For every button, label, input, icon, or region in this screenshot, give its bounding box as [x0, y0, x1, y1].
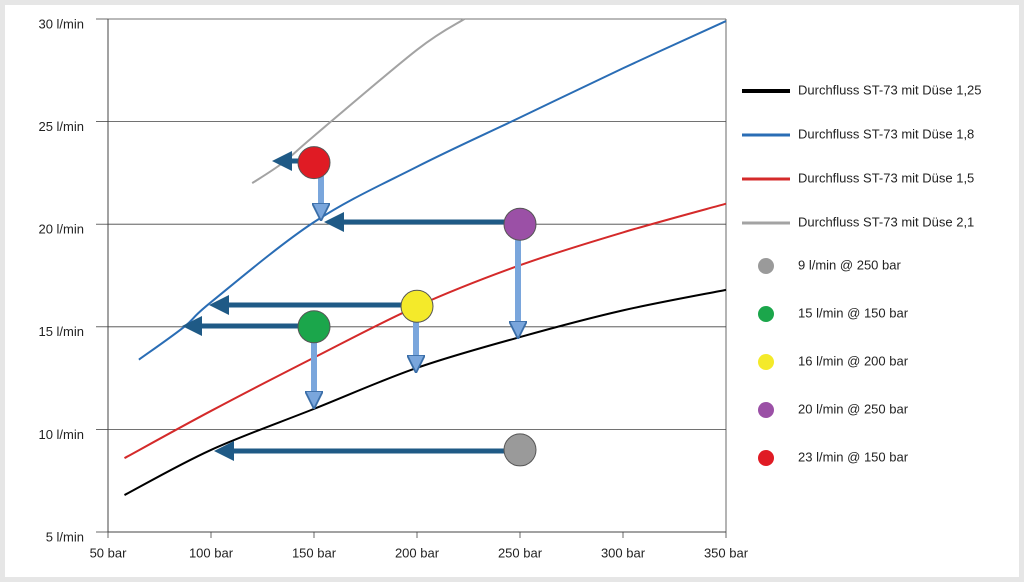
x-tick-label: 300 bar [601, 545, 646, 560]
chart-background [5, 5, 1019, 577]
x-tick-label: 250 bar [498, 545, 543, 560]
legend-swatch [758, 402, 774, 418]
legend-label: Durchfluss ST-73 mit Düse 1,8 [798, 126, 974, 141]
x-tick-label: 350 bar [704, 545, 749, 560]
legend-label: Durchfluss ST-73 mit Düse 2,1 [798, 214, 974, 229]
data-point [503, 433, 537, 467]
y-tick-label: 5 l/min [46, 529, 84, 544]
legend-label: Durchfluss ST-73 mit Düse 1,5 [798, 170, 974, 185]
x-tick-label: 50 bar [90, 545, 128, 560]
legend-label: 20 l/min @ 250 bar [798, 401, 909, 416]
data-point [297, 310, 331, 344]
x-tick-label: 100 bar [189, 545, 234, 560]
y-tick-label: 10 l/min [38, 427, 84, 442]
y-tick-label: 20 l/min [38, 222, 84, 237]
data-point [400, 289, 434, 323]
x-tick-label: 150 bar [292, 545, 337, 560]
data-point [503, 207, 537, 241]
legend-swatch [758, 354, 774, 370]
legend-label: 23 l/min @ 150 bar [798, 449, 909, 464]
legend-label: Durchfluss ST-73 mit Düse 1,25 [798, 82, 982, 97]
legend-label: 15 l/min @ 150 bar [798, 305, 909, 320]
y-tick-label: 25 l/min [38, 119, 84, 134]
y-tick-label: 15 l/min [38, 324, 84, 339]
legend-swatch [758, 450, 774, 466]
legend-swatch [758, 258, 774, 274]
legend-swatch [758, 306, 774, 322]
data-point [297, 146, 331, 180]
y-tick-label: 30 l/min [38, 16, 84, 31]
x-tick-label: 200 bar [395, 545, 440, 560]
legend-label: 9 l/min @ 250 bar [798, 257, 901, 272]
legend-label: 16 l/min @ 200 bar [798, 353, 909, 368]
arrows [182, 151, 518, 461]
